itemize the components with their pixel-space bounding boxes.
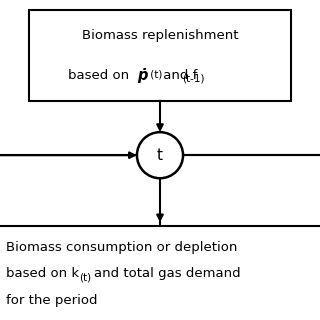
Text: ṗ: ṗ bbox=[137, 68, 148, 83]
Text: for the period: for the period bbox=[6, 294, 98, 307]
Text: and total gas demand: and total gas demand bbox=[94, 267, 240, 280]
Bar bbox=[29, 10, 291, 101]
Text: (t): (t) bbox=[147, 69, 162, 79]
Text: based on: based on bbox=[68, 69, 133, 82]
Text: and f: and f bbox=[159, 69, 198, 82]
Circle shape bbox=[137, 132, 183, 178]
Text: based on k: based on k bbox=[6, 267, 80, 280]
Text: (t-1): (t-1) bbox=[182, 74, 204, 84]
Text: Biomass replenishment: Biomass replenishment bbox=[82, 28, 238, 42]
Text: t: t bbox=[157, 148, 163, 163]
Text: (t): (t) bbox=[79, 272, 92, 283]
Text: Biomass consumption or depletion: Biomass consumption or depletion bbox=[6, 242, 238, 254]
